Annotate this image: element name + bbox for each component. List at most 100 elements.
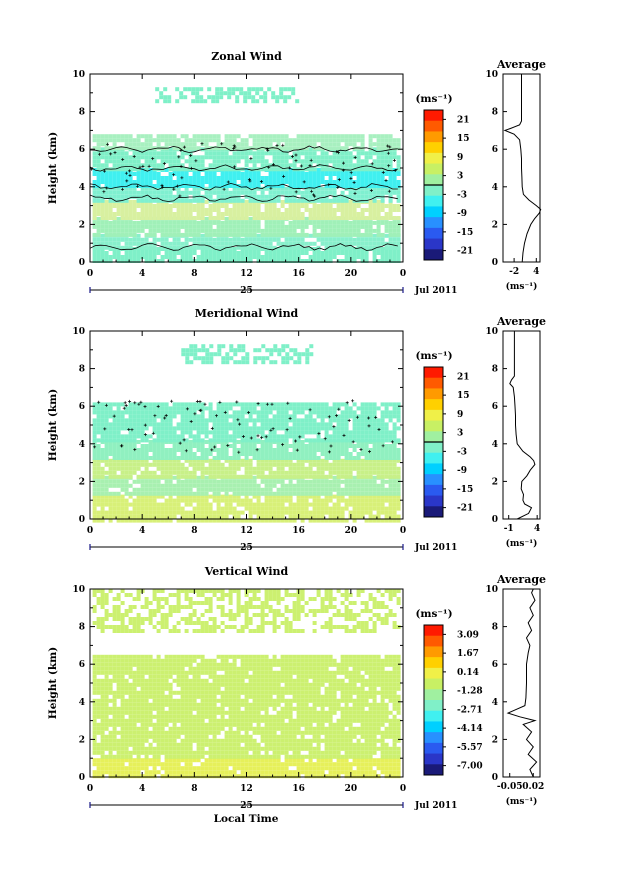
heatmap-cell	[92, 204, 97, 208]
heatmap-cell	[136, 180, 141, 184]
heatmap-cell	[308, 212, 313, 216]
heatmap-cell	[228, 518, 233, 523]
heatmap-cell	[260, 510, 265, 515]
heatmap-cell	[196, 456, 201, 460]
heatmap-cell	[252, 216, 257, 220]
heatmap-cell	[340, 208, 345, 212]
heatmap-cell	[372, 487, 377, 492]
heatmap-cell	[372, 498, 377, 503]
heatmap-cell	[220, 232, 225, 237]
heatmap-cell	[388, 474, 393, 479]
zero-marker	[393, 169, 397, 172]
heatmap-cell	[164, 228, 169, 233]
heatmap-cell	[100, 414, 105, 419]
heatmap-cell	[100, 498, 105, 503]
heatmap-cell	[224, 418, 229, 423]
heatmap-cell	[312, 498, 317, 503]
heatmap-cell	[144, 406, 149, 411]
heatmap-cell	[188, 434, 193, 439]
heatmap-cell	[148, 212, 153, 216]
heatmap-cell	[292, 510, 297, 515]
heatmap-cell	[324, 462, 329, 467]
heatmap-cell	[219, 95, 224, 100]
heatmap-cell	[332, 208, 337, 212]
heatmap-cell	[172, 134, 177, 139]
heatmap-cell	[304, 190, 309, 195]
heatmap-cell	[92, 184, 97, 188]
heatmap-cell	[108, 224, 113, 229]
zero-marker	[312, 193, 316, 197]
heatmap-cell	[232, 498, 237, 503]
heatmap-cell	[152, 502, 157, 507]
heatmap-cell	[148, 483, 153, 488]
heatmap-cell	[292, 506, 297, 511]
zero-marker	[179, 164, 183, 168]
heatmap-cell	[212, 259, 217, 263]
heatmap-cell	[232, 208, 237, 212]
heatmap-cell	[360, 470, 365, 475]
heatmap-cell	[232, 434, 237, 439]
heatmap-cell	[204, 212, 209, 216]
heatmap-cell	[272, 167, 277, 172]
heatmap-cell	[288, 452, 293, 456]
heatmap-cell	[116, 422, 121, 427]
heatmap-cell	[340, 176, 345, 180]
heatmap-cell	[356, 456, 361, 460]
heatmap-cell	[320, 474, 325, 479]
heatmap-cell	[204, 146, 209, 151]
heatmap-cell	[392, 190, 397, 195]
heatmap-cell	[208, 190, 213, 195]
heatmap-cell	[252, 251, 257, 255]
heatmap-cell	[284, 241, 289, 246]
heatmap-cell	[396, 190, 401, 195]
heatmap-cell	[380, 186, 385, 191]
heatmap-cell	[308, 402, 313, 407]
heatmap-cell	[148, 159, 153, 164]
heatmap-cell	[184, 458, 189, 463]
heatmap-cell	[328, 259, 333, 263]
heatmap-cell	[284, 212, 289, 216]
heatmap-cell	[356, 462, 361, 467]
heatmap-cell	[296, 402, 301, 407]
heatmap-cell	[356, 224, 361, 229]
heatmap-cell	[160, 510, 165, 515]
heatmap-cell	[368, 220, 373, 225]
heatmap-cell	[272, 198, 277, 203]
heatmap-cell	[96, 494, 101, 499]
heatmap-cell	[364, 216, 369, 220]
heatmap-cell	[196, 204, 201, 208]
heatmap-cell	[140, 498, 145, 503]
heatmap-cell	[172, 151, 177, 156]
heatmap-cell	[256, 241, 261, 246]
heatmap-cell	[172, 180, 177, 184]
heatmap-cell	[184, 194, 189, 199]
heatmap-cell	[292, 259, 297, 263]
heatmap-cell	[172, 204, 177, 208]
heatmap-cell	[368, 224, 373, 229]
zero-marker	[222, 187, 226, 191]
heatmap-cell	[372, 147, 377, 152]
heatmap-cell	[164, 479, 169, 484]
heatmap-cell	[144, 487, 149, 492]
heatmap-cell	[268, 194, 273, 199]
heatmap-cell	[236, 514, 241, 519]
heatmap-cell	[396, 237, 401, 242]
heatmap-cell	[192, 241, 197, 246]
heatmap-cell	[140, 172, 145, 176]
heatmap-cell	[172, 406, 177, 411]
heatmap-cell	[336, 414, 341, 419]
heatmap-cell	[280, 487, 285, 492]
heatmap-cell	[264, 159, 269, 164]
heatmap-cell	[360, 494, 365, 499]
heatmap-cell	[360, 163, 365, 168]
heatmap-cell	[268, 452, 273, 456]
heatmap-cell	[312, 510, 317, 515]
heatmap-cell	[260, 163, 265, 168]
heatmap-cell	[172, 502, 177, 507]
heatmap-cell	[188, 487, 193, 492]
heatmap-cell	[380, 434, 385, 439]
heatmap-cell	[316, 487, 321, 492]
heatmap-cell	[300, 138, 305, 143]
heatmap-cell	[260, 228, 265, 233]
heatmap-cell	[112, 502, 117, 507]
